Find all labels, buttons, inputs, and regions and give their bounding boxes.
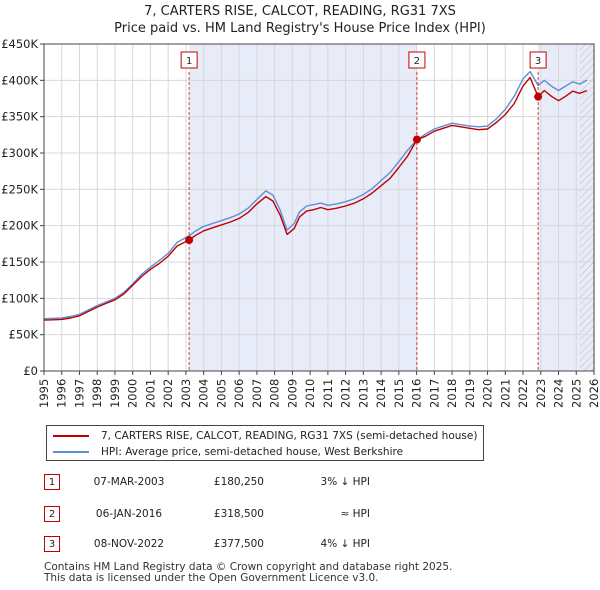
series-line-hpi (43, 70, 588, 320)
series-line-property (43, 76, 588, 321)
transaction-hpi: 3% ↓ HPI (320, 476, 370, 488)
x-tick-label: 2023 (534, 379, 548, 408)
plot-background (44, 44, 594, 371)
legend-swatch-property (53, 435, 89, 437)
y-tick-label: £350K (1, 110, 38, 124)
x-tick-label: 2025 (569, 379, 583, 408)
x-tick-label: 1995 (37, 379, 51, 408)
x-tick-label: 2004 (197, 379, 211, 408)
transaction-price: £318,500 (213, 508, 264, 520)
y-tick-label: £50K (9, 328, 39, 342)
x-tick-label: 2008 (268, 379, 282, 408)
transaction-number: 3 (44, 536, 60, 552)
y-tick-label: £150K (1, 255, 38, 269)
x-tick-label: 2021 (498, 379, 512, 408)
y-tick-label: £200K (1, 219, 38, 233)
x-tick-label: 2001 (143, 379, 157, 408)
transaction-date: 07-MAR-2003 (93, 476, 165, 488)
x-tick-label: 2010 (303, 379, 317, 408)
forecast-hatch (579, 44, 594, 371)
footer-licence: This data is licensed under the Open Gov… (44, 572, 379, 584)
y-tick-label: £250K (1, 182, 38, 196)
table-row: 3 08-NOV-2022 £377,500 4% ↓ HPI (44, 536, 384, 554)
legend-swatch-hpi (53, 451, 89, 453)
x-tick-label: 2024 (552, 379, 566, 408)
x-tick-label: 2006 (232, 379, 246, 408)
x-tick-label: 2000 (126, 379, 140, 408)
y-tick-label: £450K (1, 37, 38, 51)
x-tick-label: 2009 (285, 379, 299, 408)
transaction-date: 08-NOV-2022 (93, 538, 165, 550)
sale-date-lines: 1 2 3 (180, 51, 547, 371)
table-row: 1 07-MAR-2003 £180,250 3% ↓ HPI (44, 474, 384, 492)
transaction-price: £377,500 (213, 538, 264, 550)
x-tick-label: 2011 (321, 379, 335, 408)
sale-label-number: 2 (414, 56, 420, 67)
x-tick-label: 2017 (427, 379, 441, 408)
legend-label-property: 7, CARTERS RISE, CALCOT, READING, RG31 7… (101, 430, 478, 442)
x-tick-label: 2002 (161, 379, 175, 408)
footer: Contains HM Land Registry data © Crown c… (44, 562, 452, 584)
legend: 7, CARTERS RISE, CALCOT, READING, RG31 7… (46, 425, 484, 461)
sale-point (185, 236, 194, 245)
legend-label-hpi: HPI: Average price, semi-detached house,… (101, 446, 404, 458)
x-tick-label: 2015 (392, 379, 406, 408)
footer-copyright: Contains HM Land Registry data © Crown c… (44, 561, 453, 573)
sale-label-number: 3 (535, 56, 541, 67)
x-tick-label: 2020 (481, 379, 495, 408)
sale-label-box (180, 51, 198, 69)
transaction-hpi: ≈ HPI (340, 508, 370, 520)
x-tick-label: 2019 (463, 379, 477, 408)
chart-subtitle: Price paid vs. HM Land Registry's House … (114, 21, 486, 36)
sale-label-box (529, 51, 547, 69)
transaction-number: 1 (44, 474, 60, 490)
x-tick-label: 2014 (374, 379, 388, 408)
transaction-number: 2 (44, 506, 60, 522)
transaction-price: £180,250 (213, 476, 264, 488)
x-tick-label: 2022 (516, 379, 530, 408)
x-tick-label: 2007 (250, 379, 264, 408)
sale-point (412, 135, 421, 144)
x-tick-label: 1999 (108, 379, 122, 408)
y-tick-label: £300K (1, 146, 38, 160)
shaded-ownership-period (189, 44, 417, 371)
sale-label-number: 1 (186, 56, 192, 67)
price-chart: 7, CARTERS RISE, CALCOT, READING, RG31 7… (1, 4, 600, 408)
x-tick-label: 1996 (55, 379, 69, 408)
table-row: 2 06-JAN-2016 £318,500 ≈ HPI (44, 506, 384, 524)
x-tick-label: 1998 (90, 379, 104, 408)
x-tick-label: 2003 (179, 379, 193, 408)
x-tick-label: 2016 (410, 379, 424, 408)
transaction-hpi: 4% ↓ HPI (320, 538, 370, 550)
x-tick-label: 2013 (356, 379, 370, 408)
series-lines (43, 70, 588, 321)
y-tick-label: £400K (1, 73, 38, 87)
y-tick-label: £100K (1, 291, 38, 305)
plot-frame (43, 43, 595, 372)
x-tick-label: 2012 (339, 379, 353, 408)
legend-item-hpi: HPI: Average price, semi-detached house,… (53, 444, 403, 460)
legend-item-property: 7, CARTERS RISE, CALCOT, READING, RG31 7… (53, 428, 477, 444)
x-tick-label: 1997 (72, 379, 86, 408)
transaction-date: 06-JAN-2016 (95, 508, 163, 520)
x-tick-label: 2026 (587, 379, 600, 408)
axes: £0 £50K £100K £150K £200K £250K £300K £350K £400… (1, 37, 600, 408)
chart-title: 7, CARTERS RISE, CALCOT, READING, RG31 7… (144, 4, 456, 19)
sale-label-box (408, 51, 426, 69)
sale-markers (185, 92, 543, 245)
x-tick-label: 2005 (214, 379, 228, 408)
sale-point (534, 92, 543, 101)
x-tick-label: 2018 (445, 379, 459, 408)
y-tick-label: £0 (23, 364, 38, 378)
